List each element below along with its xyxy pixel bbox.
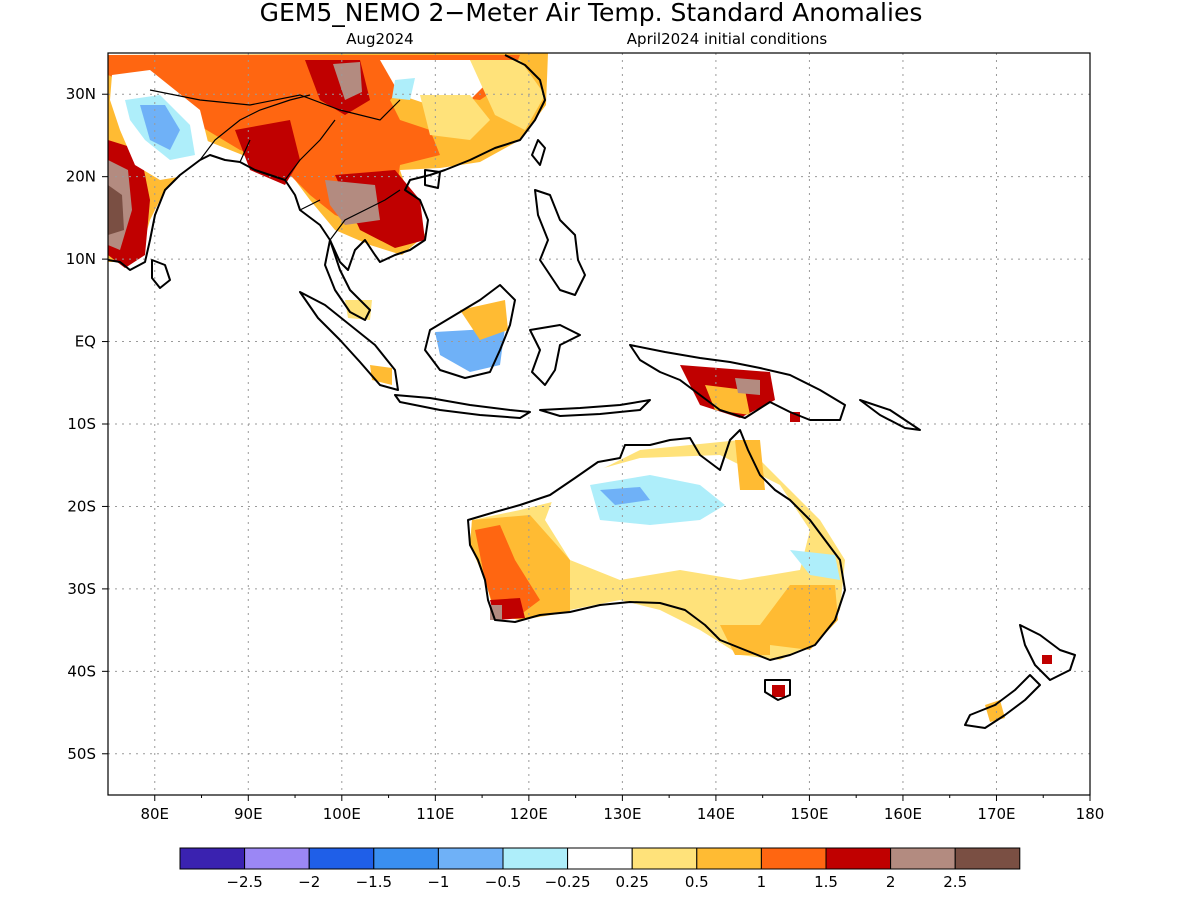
latitude-tick-label: 40S [67,662,96,680]
valid-month-label: Aug2024 [346,30,413,48]
taiwan-coastline [531,139,546,166]
longitude-tick-label: 130E [603,805,641,823]
new-guinea-coastline [629,344,846,421]
central-india-cool-anomaly [140,105,180,150]
colorbar-swatch [631,847,698,870]
latitude-axis: 30N 20N 10N EQ 10S 20S 30S 40S 50S [66,85,108,763]
north-australia-cool-anomaly [600,487,650,505]
east-asia-warm [470,60,545,130]
colorbar-swatch [567,847,633,870]
latitude-tick-label: 20S [67,497,96,515]
sumatra-coastline [299,291,399,391]
ne-australia-warm-anomaly [735,440,765,490]
asia-extreme-anomaly [325,180,380,225]
map-title: GEM5_NEMO 2−Meter Air Temp. Standard Ano… [260,0,923,27]
borneo-warm-anomaly [460,300,508,340]
australia-coastline [467,429,846,661]
north-australia-cool-anomaly [590,475,725,525]
colorbar-swatch [502,847,569,870]
tasmania-coastline [764,679,791,701]
colorbar-label: −2.5 [226,873,262,891]
longitude-tick-label: 160E [884,805,922,823]
colorbar-label: −1.5 [356,873,392,891]
graticule [108,53,1090,795]
lesser-sunda-coastline [539,399,651,417]
asia-extreme-anomaly [333,62,362,100]
longitude-tick-label: 100E [323,805,361,823]
new-zealand-south-coastline [964,674,1041,729]
colorbar-label: 2 [886,873,896,891]
colorbar-swatch [760,847,827,870]
latitude-tick-label: 10N [66,250,96,268]
latitude-tick-label: 10S [67,415,96,433]
asia-coastline [108,54,546,271]
longitude-tick-label: 90E [234,805,263,823]
sulawesi-coastline [529,324,581,386]
latitude-tick-label: 20N [66,168,96,186]
colorbar-swatch [373,847,439,870]
colorbar-swatch [437,847,504,870]
latitude-tick-label: EQ [75,333,96,351]
coastlines [108,54,1076,729]
country-borders [199,94,401,241]
hainan-coastline [424,169,441,189]
colorbar-label: 0.5 [685,873,709,891]
colorbar-label: −1 [427,873,449,891]
colorbar-label: 1.5 [814,873,838,891]
asia-extreme-anomaly [108,185,124,235]
se-australia-warm-anomaly [720,625,770,655]
colorbar-swatch [179,847,246,870]
colorbar-label: −0.25 [545,873,591,891]
longitude-tick-label: 140E [697,805,735,823]
east-australia-cool-anomaly [790,550,840,580]
java-coastline [394,394,531,419]
latitude-tick-label: 30S [67,580,96,598]
latitude-tick-label: 30N [66,85,96,103]
melanesia-coastline [859,399,921,431]
new-zealand-warm-anomaly [1042,655,1052,664]
se-australia-warm-anomaly [760,585,838,650]
colorbar-swatch [696,847,762,870]
new-zealand-north-coastline [1019,624,1076,681]
longitude-tick-label: 80E [140,805,169,823]
borneo-coastline [424,284,516,379]
colorbar-label: 2.5 [943,873,967,891]
philippines-coastline [534,189,586,296]
colorbar-swatch [890,847,956,870]
longitude-tick-label: 170E [977,805,1015,823]
tasmania-anomaly [772,685,785,697]
west-australia-warm-anomaly [475,525,540,615]
borneo-cool-anomaly [435,328,505,372]
tibet-border [149,89,401,121]
latitude-tick-label: 50S [67,745,96,763]
colorbar-label: −2 [298,873,320,891]
colorbar-swatch [825,847,892,870]
east-asia-warm [420,95,490,140]
colorbar-swatch [954,847,1021,870]
new-zealand-warm-anomaly [985,700,1005,722]
new-guinea-warm-anomaly [735,378,760,395]
colorbar-label: 1 [757,873,767,891]
longitude-axis: 80E 90E 100E 110E 120E 130E 140E 150E 160E 170E 18… [140,795,1104,823]
anomaly-shading [108,53,1052,722]
colorbar-swatch [244,847,310,870]
colorbar: −2.5 −2 −1.5 −1 −0.5 −0.25 0.25 0.5 1 1.5 2 2.5 [179,847,1021,891]
sri-lanka-coastline [151,259,171,289]
colorbar-label: 0.25 [615,873,648,891]
malay-peninsula-coastline [324,239,371,321]
colorbar-swatch [308,847,375,870]
sumatra-warm-anomaly [370,365,392,385]
longitude-tick-label: 180 [1076,805,1105,823]
initial-conditions-label: April2024 initial conditions [627,30,828,48]
longitude-tick-label: 150E [790,805,828,823]
longitude-tick-label: 110E [416,805,454,823]
colorbar-label: −0.5 [485,873,521,891]
longitude-tick-label: 120E [510,805,548,823]
